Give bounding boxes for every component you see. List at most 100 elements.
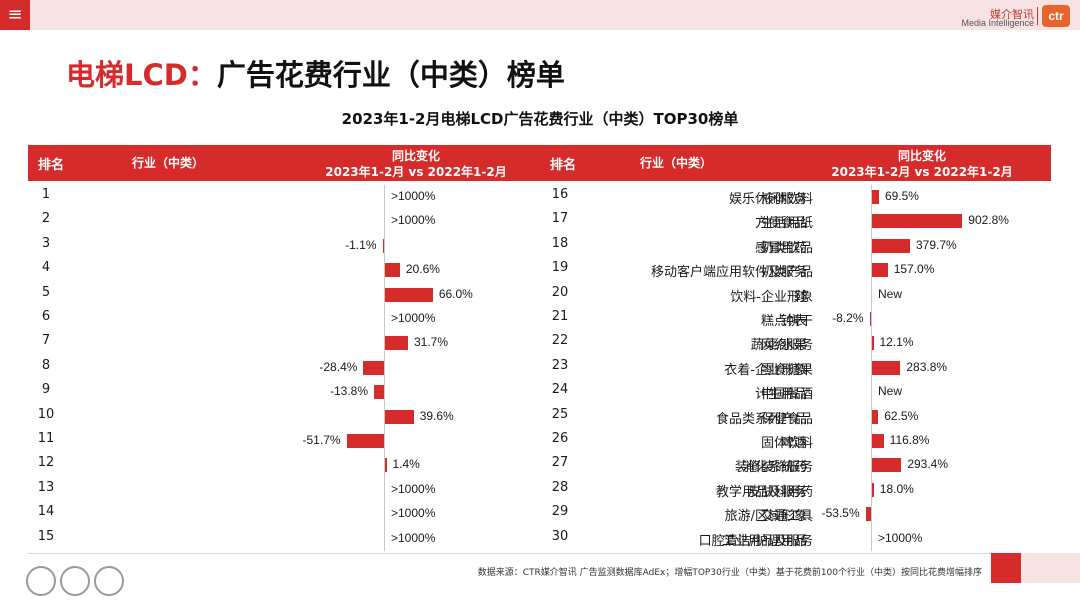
rank-number: 5 — [41, 284, 51, 300]
industry-name: 工业用品及服务 — [721, 533, 813, 549]
rank-number: 3 — [41, 235, 51, 251]
data-source-note: 数据来源：CTR媒介智讯 广告监测数据库AdEx；增幅TOP30行业（中类）基于… — [477, 568, 982, 578]
value-bar — [382, 238, 384, 253]
value-label: 39.6% — [419, 408, 454, 423]
table-row: 25 食品类系列产品 62.5% — [0, 405, 1080, 429]
logo-chinese-text: 媒介智讯 — [990, 8, 1034, 21]
table-row: 17 方便食品 902.8% — [0, 209, 1080, 233]
menu-icon[interactable]: ≡ — [0, 0, 30, 30]
industry-name: 方便食品 — [754, 216, 807, 232]
table-header-right: 排名 行业（中类） 同比变化 2023年1-2月 vs 2022年1-2月 — [540, 145, 1051, 181]
table-row: 3 奶类饮品 -1.1% — [0, 234, 1080, 258]
rank-number: 29 — [551, 504, 569, 520]
value-label: 283.8% — [906, 359, 948, 374]
zero-axis-left — [384, 185, 385, 551]
value-label: 1.4% — [392, 457, 420, 472]
value-bar — [872, 458, 902, 473]
value-bar — [872, 482, 874, 497]
industry-name: 交通工具 — [760, 509, 813, 525]
footer-pink-block — [1021, 553, 1080, 583]
value-bar — [385, 287, 433, 302]
table-row: 16 娱乐休闲服务 69.5% — [0, 185, 1080, 209]
industry-name: 奶类产品 — [760, 265, 813, 281]
industry-name: 糕点饼干 — [760, 314, 813, 329]
industry-name: 鞋 — [793, 289, 807, 305]
value-bar — [872, 336, 874, 351]
value-label: >1000% — [391, 189, 436, 203]
industry-name: 啤酒 — [780, 436, 807, 451]
table-row: 30 口腔清洁/护理用品 >1000% — [0, 527, 1080, 551]
rank-number: 30 — [551, 528, 569, 544]
value-label: >1000% — [391, 213, 436, 228]
industry-name: 计生用品 — [754, 387, 807, 403]
value-label: 157.0% — [893, 262, 935, 277]
rank-number: 26 — [551, 431, 569, 446]
industry-name: 固体饮料 — [760, 436, 813, 451]
value-label: 62.5% — [884, 408, 919, 423]
industry-name: 教学用品及服务 — [715, 484, 807, 500]
table-row: 20 鞋 New — [0, 283, 1080, 307]
table-row: 27 消化系统药 293.4% — [0, 453, 1080, 477]
rank-number: 22 — [551, 333, 569, 349]
industry-name: 液体饮料 — [760, 192, 813, 207]
table-row: 13 皮肤科用药 >1000% — [0, 478, 1080, 502]
value-label: -53.5% — [821, 506, 860, 521]
industry-name: 保健食品 — [760, 411, 813, 427]
table-row: 28 教学用品及服务 18.0% — [0, 478, 1080, 502]
table-row: 14 交通工具 >1000% — [0, 502, 1080, 526]
zero-axis-right — [871, 185, 872, 551]
table-row: 21 钟表 -8.2% — [0, 307, 1080, 331]
rank-number: 20 — [551, 284, 569, 300]
rank-number: 8 — [41, 357, 51, 373]
sgs-certification-icon — [94, 566, 124, 596]
rank-number: 28 — [551, 479, 569, 495]
table-row: 23 衣着-企业形象 283.8% — [0, 356, 1080, 380]
rank-number: 4 — [41, 260, 51, 276]
rank-number: 13 — [37, 479, 55, 495]
value-label: 18.0% — [879, 481, 914, 496]
table-row: 8 零食糖果 -28.4% — [0, 356, 1080, 380]
header-industry: 行业（中类） — [132, 156, 205, 170]
table-row: 29 旅游/区域形象 -53.5% — [0, 502, 1080, 526]
value-bar — [872, 238, 910, 253]
sgs-certification-icon — [60, 566, 90, 596]
value-label: >1000% — [878, 530, 923, 545]
table-row: 11 固体饮料 -51.7% — [0, 429, 1080, 453]
rank-number: 6 — [41, 309, 51, 324]
industry-name: 钟表 — [780, 314, 807, 329]
value-bar — [872, 214, 963, 229]
rank-number: 21 — [551, 309, 569, 324]
value-bar — [374, 385, 384, 400]
table-row: 18 感冒用药 379.7% — [0, 234, 1080, 258]
value-bar — [872, 360, 901, 375]
value-label: New — [878, 286, 903, 301]
value-label: 116.8% — [889, 433, 930, 447]
table-row: 10 保健食品 39.6% — [0, 405, 1080, 429]
rank-number: 14 — [37, 504, 55, 520]
value-bar — [385, 458, 387, 473]
rank-number: 11 — [37, 431, 55, 446]
value-bar — [872, 409, 879, 424]
table-row: 9 中国餐酒 -13.8% — [0, 380, 1080, 404]
sgs-certification-icon — [26, 566, 56, 596]
table-row: 22 蔬菜/水果 12.1% — [0, 331, 1080, 355]
table-row: 24 计生用品 New — [0, 380, 1080, 404]
value-bar — [872, 263, 888, 278]
header-change-title: 同比变化 — [897, 149, 946, 163]
value-label: >1000% — [391, 530, 436, 545]
table-row: 12 装修装饰服务 1.4% — [0, 453, 1080, 477]
value-label: -51.7% — [302, 433, 341, 447]
value-bar — [869, 312, 871, 326]
industry-name: 零食糖果 — [760, 362, 813, 378]
table-row: 15 工业用品及服务 >1000% — [0, 527, 1080, 551]
value-label: -8.2% — [832, 311, 864, 325]
value-label: 902.8% — [968, 213, 1009, 228]
header-change-title: 同比变化 — [391, 149, 440, 163]
value-label: 69.5% — [884, 189, 919, 203]
table-row: 5 饮料-企业形象 66.0% — [0, 283, 1080, 307]
industry-name: 奶类饮品 — [760, 240, 813, 256]
page-title: 电梯LCD：广告花费行业（中类）榜单 — [66, 52, 565, 94]
value-bar — [872, 434, 884, 448]
footer-accent-block — [991, 553, 1021, 583]
header-rank: 排名 — [550, 158, 577, 173]
